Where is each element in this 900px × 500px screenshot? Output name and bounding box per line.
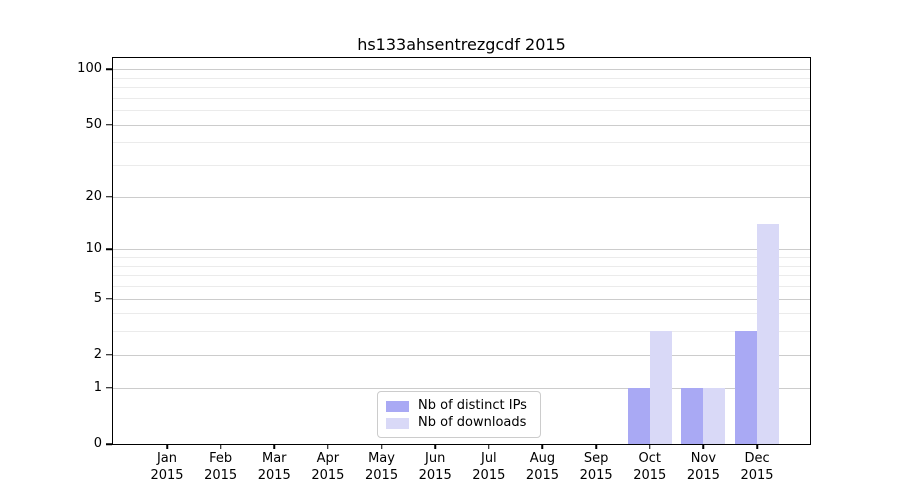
legend: Nb of distinct IPs Nb of downloads bbox=[377, 391, 541, 438]
minor-gridline bbox=[113, 142, 810, 144]
x-tick-label-jan: Jan 2015 bbox=[150, 451, 184, 483]
x-tick-label-aug: Aug 2015 bbox=[525, 451, 560, 483]
plot-frame bbox=[111, 56, 811, 445]
x-tick-mark bbox=[756, 444, 758, 449]
y-tick-label: 10 bbox=[85, 241, 102, 257]
x-tick-label-may: May 2015 bbox=[365, 451, 399, 483]
minor-gridline bbox=[113, 285, 810, 287]
x-tick-label-dec: Dec 2015 bbox=[740, 451, 774, 483]
distinct-ips-swatch bbox=[386, 400, 409, 412]
minor-gridline bbox=[113, 77, 810, 79]
x-axis-ticks bbox=[113, 444, 810, 450]
x-tick-label-sep: Sep 2015 bbox=[579, 451, 613, 483]
x-tick-label-nov: Nov 2015 bbox=[686, 451, 720, 483]
legend-label-downloads: Nb of downloads bbox=[418, 415, 527, 430]
minor-gridline bbox=[113, 97, 810, 99]
y-tick-label: 0 bbox=[93, 436, 102, 451]
x-tick-mark bbox=[488, 444, 490, 449]
x-tick-mark bbox=[595, 444, 597, 449]
minor-gridline bbox=[113, 265, 810, 267]
x-tick-mark bbox=[273, 444, 276, 449]
y-tick-label: 100 bbox=[77, 61, 102, 77]
y-tick-mark bbox=[106, 443, 112, 445]
minor-gridline bbox=[113, 110, 810, 112]
y-tick-mark bbox=[106, 386, 112, 389]
major-gridline bbox=[113, 196, 810, 198]
y-tick-mark bbox=[106, 354, 112, 356]
x-tick-mark bbox=[541, 444, 544, 449]
x-tick-label-jul: Jul 2015 bbox=[472, 451, 506, 483]
minor-gridline bbox=[113, 275, 810, 277]
x-tick-mark bbox=[702, 444, 705, 449]
x-axis-labels: Jan 2015 Feb 2015 Mar 2015 Apr 2015 May 2015… bbox=[113, 451, 810, 491]
bar-oct-downloads bbox=[649, 331, 672, 444]
x-tick-label-jun: Jun 2015 bbox=[418, 451, 452, 483]
x-tick-mark bbox=[434, 444, 436, 449]
minor-gridline bbox=[113, 87, 810, 89]
x-tick-mark bbox=[380, 444, 383, 449]
x-tick-mark bbox=[166, 444, 168, 449]
plot-area: Nb of distinct IPs Nb of downloads bbox=[111, 56, 811, 445]
x-tick-label-apr: Apr 2015 bbox=[311, 451, 345, 483]
major-gridline bbox=[113, 249, 810, 251]
x-tick-mark bbox=[327, 444, 329, 449]
legend-row-downloads: Nb of downloads bbox=[386, 415, 532, 431]
bar-dec-downloads bbox=[757, 224, 780, 444]
x-tick-label-mar: Mar 2015 bbox=[257, 451, 291, 483]
legend-label-distinct-ips: Nb of distinct IPs bbox=[418, 398, 527, 413]
x-tick-label-feb: Feb 2015 bbox=[204, 451, 238, 483]
y-tick-mark bbox=[106, 297, 112, 300]
major-gridline bbox=[113, 354, 810, 356]
major-gridline bbox=[113, 298, 810, 300]
minor-gridline bbox=[113, 331, 810, 333]
bar-oct-ips bbox=[627, 387, 650, 444]
y-axis-labels: 0 1 2 5 10 20 50 100 bbox=[40, 58, 102, 451]
y-tick-mark bbox=[106, 248, 112, 251]
x-tick-mark bbox=[649, 444, 651, 449]
y-tick-label: 5 bbox=[93, 290, 102, 306]
y-tick-label: 2 bbox=[93, 346, 102, 362]
chart-title: hs133ahsentrezgcdf 2015 bbox=[357, 35, 566, 54]
major-gridline bbox=[113, 69, 810, 71]
major-gridline bbox=[113, 387, 810, 389]
y-tick-mark bbox=[106, 196, 112, 198]
bar-nov-ips bbox=[681, 387, 704, 444]
minor-gridline bbox=[113, 257, 810, 259]
y-tick-label: 20 bbox=[85, 188, 102, 204]
y-axis-ticks bbox=[106, 58, 113, 445]
y-tick-label: 50 bbox=[85, 116, 102, 132]
y-tick-label: 1 bbox=[93, 379, 102, 395]
x-tick-label-oct: Oct 2015 bbox=[633, 451, 667, 483]
minor-gridline bbox=[113, 313, 810, 315]
downloads-swatch bbox=[386, 417, 409, 429]
bar-nov-downloads bbox=[703, 387, 726, 444]
minor-gridline bbox=[113, 165, 810, 167]
major-gridline bbox=[113, 124, 810, 126]
legend-row-distinct-ips: Nb of distinct IPs bbox=[386, 398, 532, 414]
x-tick-mark bbox=[219, 444, 222, 449]
bar-dec-ips bbox=[735, 331, 758, 444]
y-tick-mark bbox=[106, 123, 112, 126]
y-tick-mark bbox=[106, 68, 112, 70]
